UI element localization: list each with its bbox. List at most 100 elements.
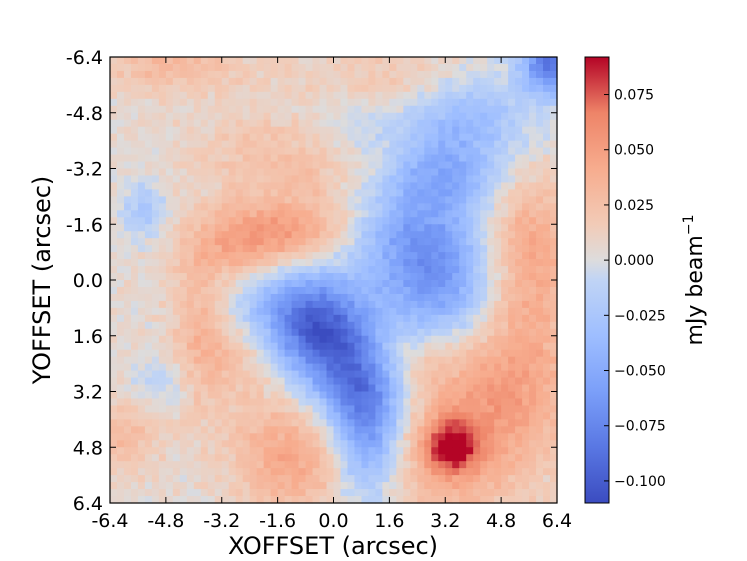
heatmap-cell (536, 259, 544, 267)
heatmap-cell (487, 433, 495, 441)
heatmap-cell (529, 468, 537, 476)
heatmap-cell (123, 252, 132, 260)
heatmap-cell (228, 57, 237, 65)
heatmap-cell (403, 133, 411, 142)
heatmap-cell (375, 447, 383, 455)
heatmap-cell (228, 328, 237, 337)
heatmap-cell (529, 196, 537, 204)
heatmap-cell (466, 231, 474, 239)
heatmap-cell (151, 266, 160, 274)
heatmap-cell (508, 126, 516, 135)
heatmap-cell (480, 182, 488, 191)
heatmap-cell (270, 454, 279, 462)
heatmap-cell (291, 224, 300, 232)
heatmap-cell (480, 203, 488, 211)
heatmap-cell (494, 133, 502, 142)
heatmap-cell (116, 245, 125, 253)
heatmap-cell (284, 349, 293, 358)
heatmap-cell (214, 273, 223, 281)
heatmap-cell (536, 210, 544, 218)
heatmap-cell (130, 168, 139, 177)
heatmap-cell (116, 63, 125, 72)
heatmap-cell (536, 377, 544, 386)
heatmap-cell (529, 328, 537, 337)
heatmap-cell (158, 231, 167, 239)
heatmap-cell (179, 433, 188, 441)
heatmap-cell (543, 419, 551, 427)
heatmap-cell (480, 356, 488, 365)
heatmap-cell (424, 266, 432, 274)
heatmap-cell (221, 314, 230, 323)
heatmap-cell (368, 412, 376, 420)
heatmap-cell (263, 286, 272, 295)
heatmap-cell (172, 300, 181, 309)
heatmap-cell (110, 98, 118, 107)
heatmap-cell (277, 433, 286, 441)
heatmap-cell (340, 461, 349, 469)
heatmap-cell (228, 412, 237, 420)
heatmap-cell (256, 210, 265, 218)
heatmap-cell (438, 391, 446, 400)
heatmap-cell (263, 168, 272, 177)
heatmap-cell (179, 238, 188, 246)
heatmap-cell (361, 252, 370, 260)
heatmap-cell (361, 328, 370, 337)
heatmap-cell (529, 147, 537, 156)
heatmap-cell (389, 133, 397, 142)
heatmap-cell (186, 266, 195, 274)
heatmap-cell (116, 210, 125, 218)
heatmap-cell (228, 189, 237, 197)
heatmap-cell (326, 496, 335, 504)
heatmap-cell (158, 63, 167, 72)
heatmap-cell (445, 182, 453, 191)
heatmap-cell (375, 140, 383, 149)
heatmap-cell (305, 356, 314, 365)
heatmap-cell (522, 349, 530, 358)
heatmap-cell (179, 70, 188, 79)
heatmap-cell (298, 293, 307, 302)
heatmap-cell (438, 286, 446, 295)
heatmap-cell (368, 440, 376, 448)
heatmap-cell (165, 489, 174, 497)
heatmap-cell (179, 412, 188, 420)
heatmap-cell (172, 405, 181, 414)
heatmap-cell (151, 175, 160, 184)
heatmap-cell (536, 314, 544, 323)
heatmap-cell (438, 245, 446, 253)
heatmap-cell (347, 377, 356, 386)
heatmap-cell (228, 77, 237, 86)
heatmap-cell (319, 112, 328, 121)
heatmap-cell (354, 231, 363, 239)
heatmap-cell (347, 147, 356, 156)
heatmap-cell (165, 238, 174, 246)
heatmap-cell (487, 77, 495, 86)
heatmap-cell (116, 280, 125, 288)
heatmap-cell (452, 461, 460, 469)
heatmap-cell (179, 168, 188, 177)
heatmap-cell (375, 203, 383, 211)
heatmap-cell (256, 489, 265, 497)
heatmap-cell (480, 280, 488, 288)
heatmap-cell (424, 203, 432, 211)
heatmap-cell (382, 259, 390, 267)
heatmap-cell (508, 482, 516, 490)
heatmap-cell (403, 112, 411, 121)
heatmap-cell (466, 342, 474, 351)
heatmap-cell (270, 217, 279, 225)
heatmap-cell (494, 447, 502, 455)
heatmap-cell (340, 398, 349, 407)
heatmap-cell (214, 57, 223, 65)
heatmap-cell (305, 335, 314, 344)
heatmap-cell (270, 105, 279, 114)
heatmap-cell (466, 447, 474, 455)
heatmap-cell (221, 321, 230, 330)
heatmap-cell (438, 140, 446, 149)
heatmap-cell (151, 370, 160, 379)
heatmap-cell (473, 384, 481, 393)
heatmap-cell (382, 426, 390, 434)
heatmap-cell (466, 259, 474, 267)
heatmap-cell (130, 405, 139, 414)
heatmap-cell (277, 133, 286, 142)
heatmap-cell (333, 161, 342, 170)
heatmap-cell (466, 203, 474, 211)
